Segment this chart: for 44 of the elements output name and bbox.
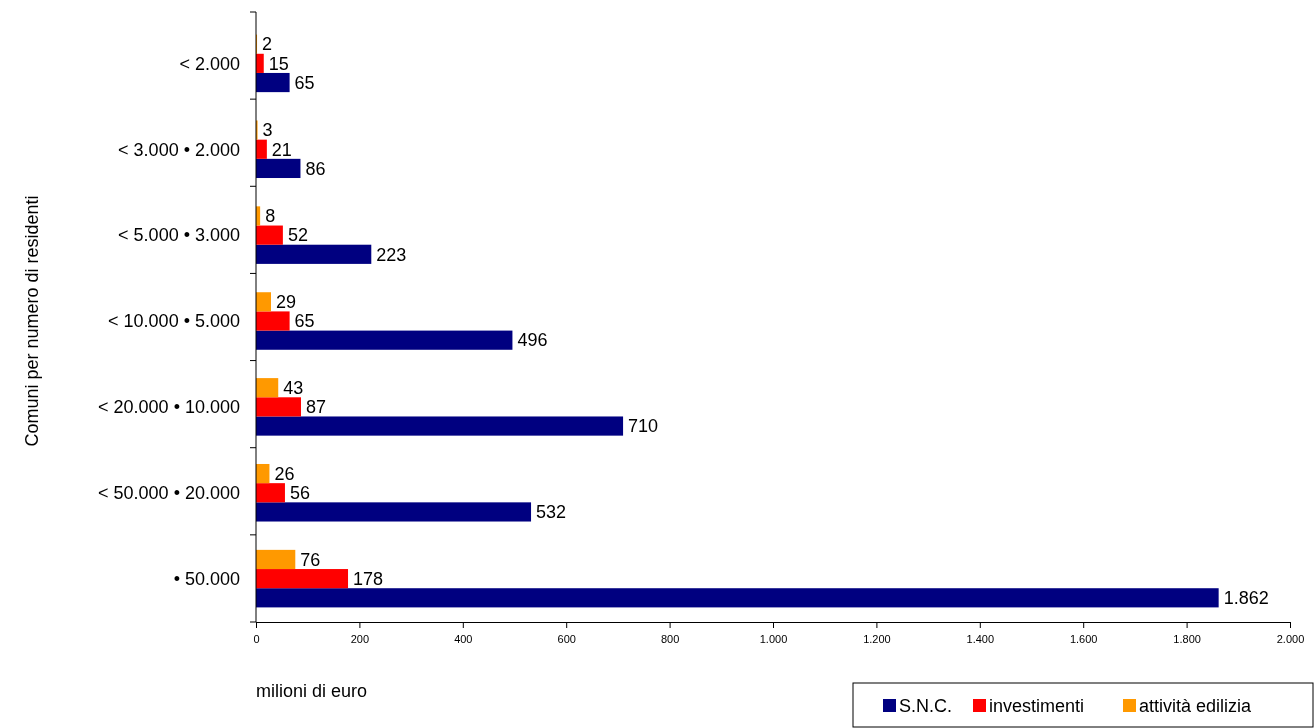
y-tick-label: < 20.000 • 10.000	[98, 397, 240, 418]
x-tick-label: 2.000	[1276, 633, 1305, 646]
legend-label: S.N.C.	[899, 696, 953, 717]
x-tick-label: 0	[253, 633, 260, 646]
x-tick-label: 200	[350, 633, 370, 646]
y-tick-label: < 10.000 • 5.000	[108, 311, 240, 332]
legend-label: investimenti	[989, 696, 1085, 717]
data-label: 76	[300, 549, 321, 570]
data-label: 8	[265, 206, 276, 227]
x-tick-label: 1.400	[966, 633, 995, 646]
y-tick-label: < 50.000 • 20.000	[98, 483, 240, 504]
data-label: 87	[305, 397, 327, 418]
x-tick-label: 1.200	[863, 633, 891, 646]
data-label: 56	[289, 483, 310, 504]
y-tick-label: • 50.000	[173, 568, 240, 589]
x-tick-label: 800	[660, 633, 680, 646]
y-tick-label: < 3.000 • 2.000	[118, 139, 240, 160]
x-tick-label: 400	[454, 633, 473, 646]
x-tick-label: 1.800	[1173, 633, 1201, 646]
data-label: 26	[274, 463, 295, 484]
data-label: 15	[268, 53, 289, 74]
data-label: 86	[305, 158, 326, 179]
y-tick-label: < 5.000 • 3.000	[118, 225, 240, 246]
data-label: 710	[628, 416, 659, 437]
x-axis-title: milioni di euro	[256, 681, 368, 701]
data-label: 52	[287, 225, 308, 246]
data-label: 2	[262, 34, 273, 55]
data-label: 21	[271, 139, 292, 160]
x-tick-label: 1.000	[759, 633, 788, 646]
x-tick-label: 600	[557, 633, 576, 646]
data-label: 496	[517, 330, 548, 351]
y-tick-label: < 2.000	[179, 53, 240, 74]
data-label: 65	[294, 311, 315, 332]
x-tick-label: 1.600	[1069, 633, 1098, 646]
y-axis-title: Comuni per numero di residenti	[22, 195, 42, 447]
data-label: 1.862	[1223, 588, 1269, 609]
legend-label: attività edilizia	[1139, 696, 1253, 717]
data-label: 29	[275, 292, 297, 313]
data-label: 178	[353, 568, 384, 589]
data-label: 3	[262, 120, 273, 141]
data-label: 223	[376, 244, 407, 265]
data-label: 43	[283, 378, 304, 398]
data-label: 65	[294, 72, 315, 93]
data-label: 532	[536, 502, 567, 523]
